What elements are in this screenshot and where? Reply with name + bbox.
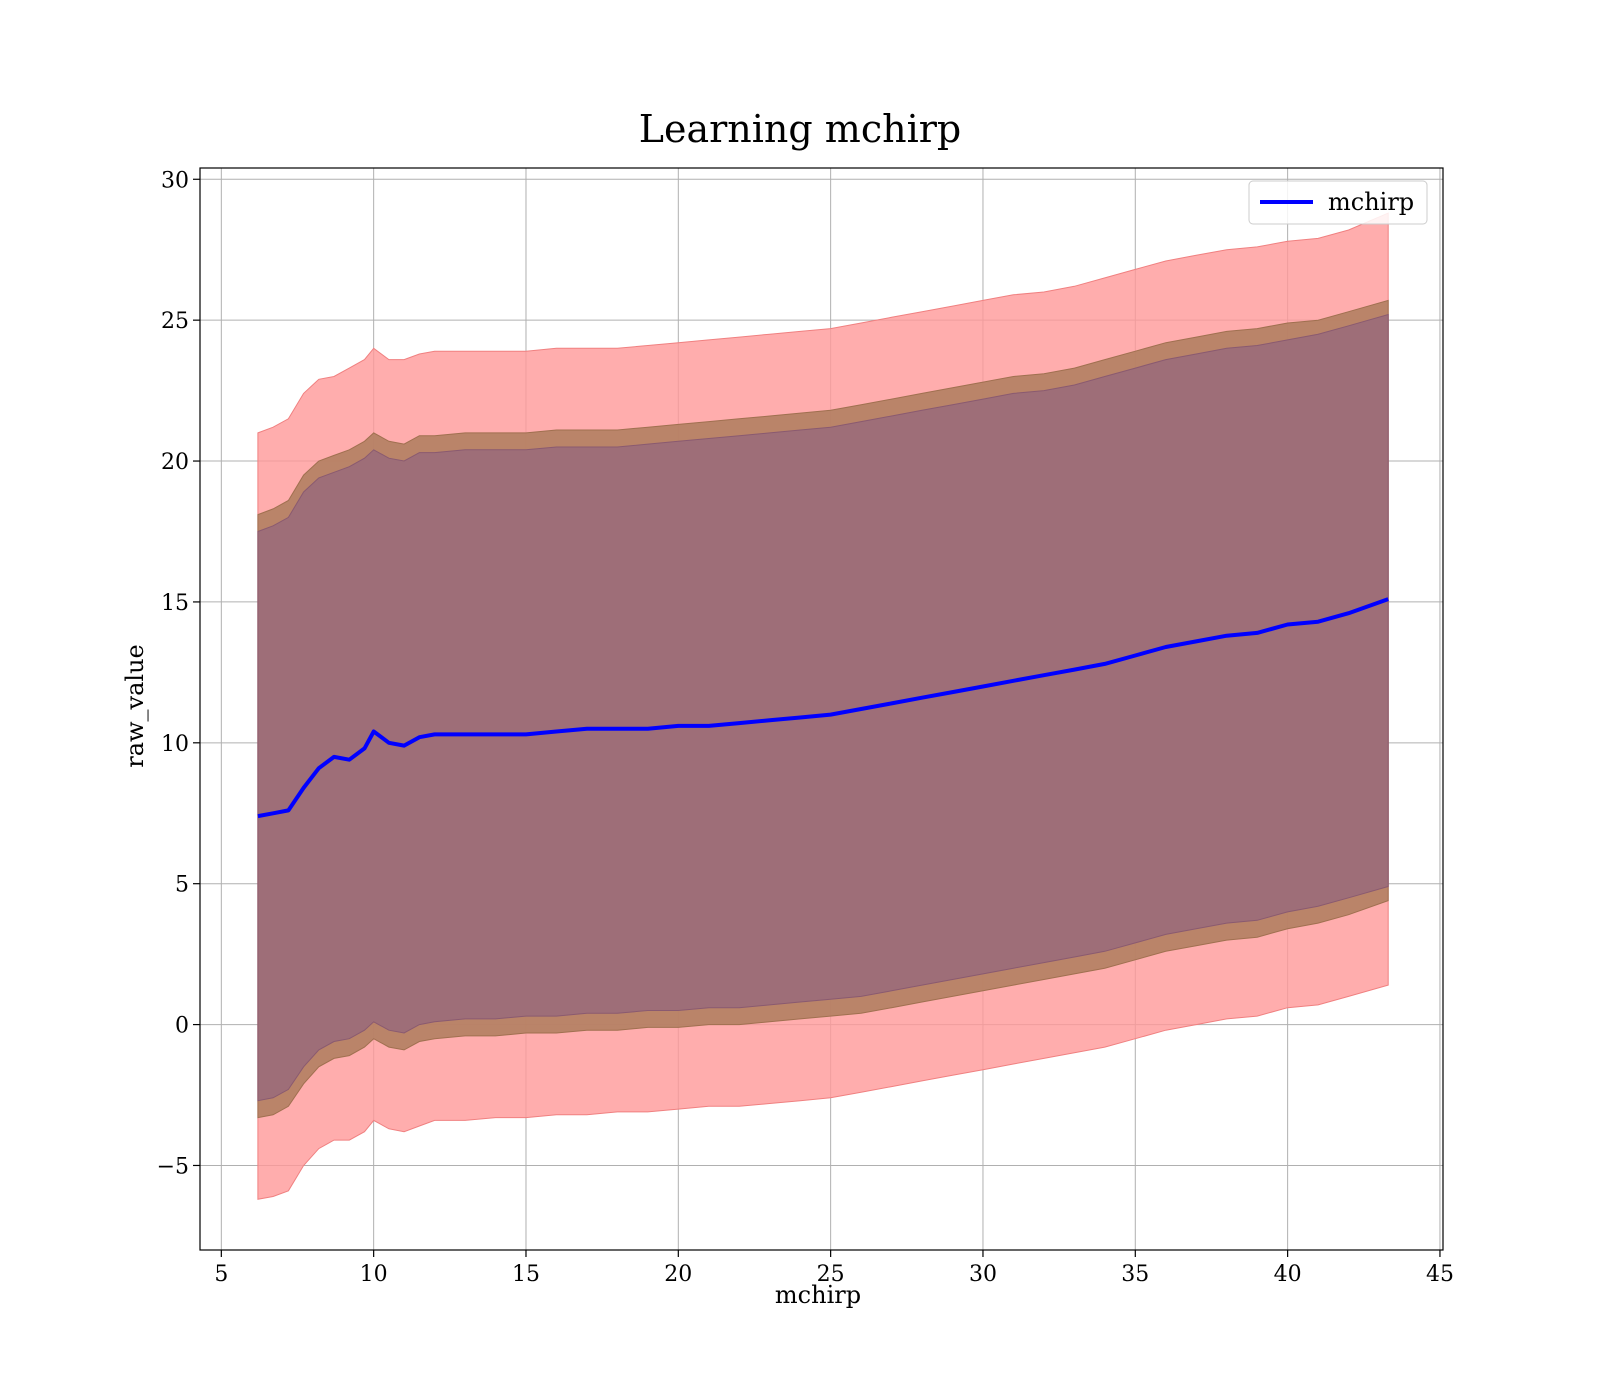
y-tick-label-2: 5 xyxy=(175,873,189,898)
y-tick-label-7: 30 xyxy=(161,168,189,193)
legend-label: mchirp xyxy=(1328,188,1414,216)
x-tick-label-8: 45 xyxy=(1426,1262,1454,1287)
axes-frame xyxy=(199,167,1444,1251)
x-tick-label-6: 35 xyxy=(1121,1262,1149,1287)
y-tick-label-1: 0 xyxy=(175,1014,189,1039)
legend: mchirp xyxy=(1248,180,1428,225)
y-tick-label-4: 15 xyxy=(161,591,189,616)
x-tick-label-7: 40 xyxy=(1274,1262,1302,1287)
y-tick-label-6: 25 xyxy=(161,309,189,334)
x-tick-label-2: 15 xyxy=(512,1262,540,1287)
x-tick-label-0: 5 xyxy=(214,1262,228,1287)
x-tick-label-3: 20 xyxy=(664,1262,692,1287)
x-axis-label: mchirp xyxy=(775,1281,861,1309)
plot-area: 5 10 15 20 25 30 35 40 45 −5 0 5 10 15 20 25 30 xyxy=(157,167,1454,1287)
x-tick-label-1: 10 xyxy=(360,1262,388,1287)
x-tick-label-4: 25 xyxy=(817,1262,845,1287)
legend-box xyxy=(1248,180,1428,225)
x-tick-label-5: 30 xyxy=(969,1262,997,1287)
y-tick-label-0: −5 xyxy=(157,1154,189,1179)
y-tick-label-5: 20 xyxy=(161,450,189,475)
y-tick-label-3: 10 xyxy=(161,732,189,757)
chart-title: Learning mchirp xyxy=(639,107,961,151)
series-line-mchirp xyxy=(257,597,1389,819)
y-axis-label: raw_value xyxy=(121,644,149,768)
inner-band xyxy=(257,313,1389,1102)
